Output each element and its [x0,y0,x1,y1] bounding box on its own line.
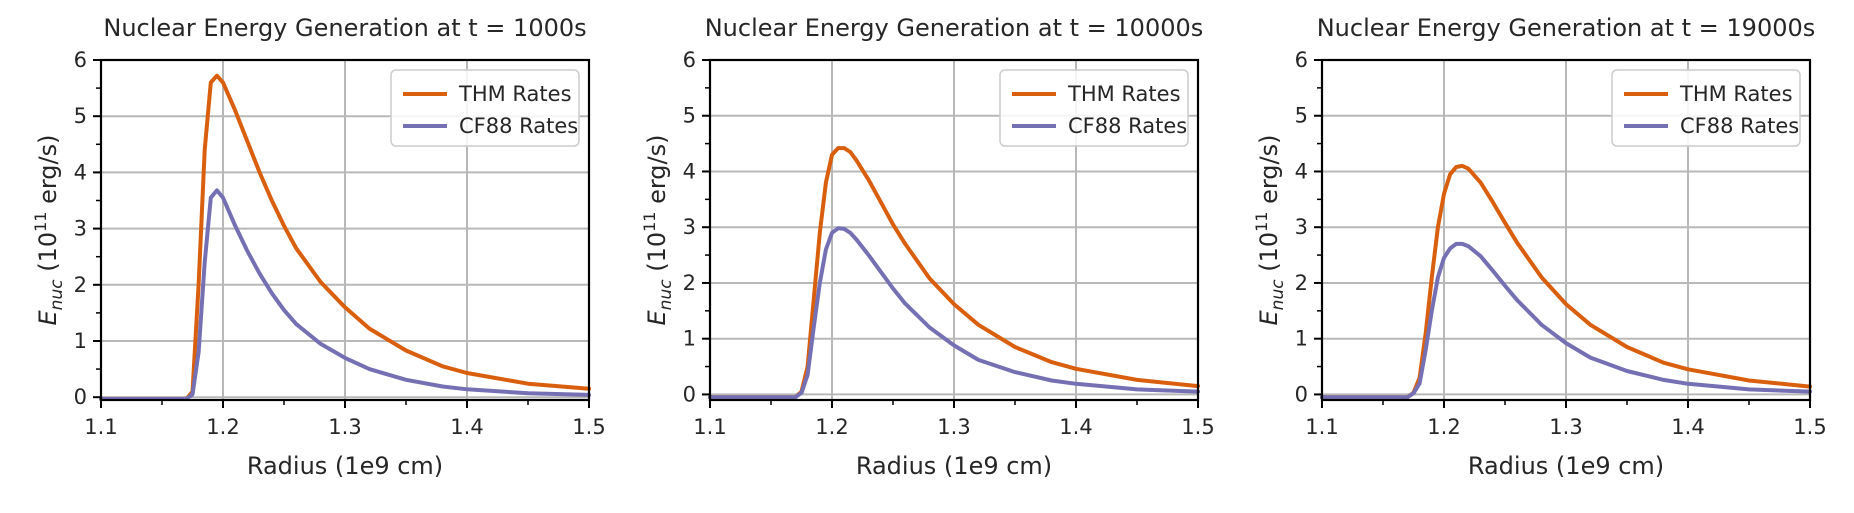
y-tick-label: 1 [683,327,696,351]
chart-panel-3: 1.1 1.2 1.3 1.4 1.5 0 1 2 3 4 5 6 Nuclear Energy Gen… [1252,14,1827,480]
x-tick-label: 1.2 [815,415,848,439]
legend-label-cf88: CF88 Rates [1068,114,1187,138]
y-tick-label: 3 [74,217,87,241]
series-line-thm [708,146,1200,400]
x-tick-label: 1.1 [84,415,117,439]
chart-title: Nuclear Energy Generation at t = 19000s [1317,14,1816,42]
y-tick-label: 2 [683,271,696,295]
y-tick-label: 6 [683,48,696,72]
x-tick-label: 1.3 [937,415,970,439]
legend: THM Rates CF88 Rates [390,69,580,147]
chart-title: Nuclear Energy Generation at t = 10000s [705,14,1204,42]
chart-panel-2: 1.1 1.2 1.3 1.4 1.5 0 1 2 3 4 5 6 Nuclear Energy Gen… [640,14,1215,480]
y-tick-label: 2 [74,273,87,297]
x-tick-label: 1.4 [1671,415,1704,439]
x-tick-label: 1.5 [1181,415,1214,439]
series-line-thm [99,73,591,401]
x-axis-label: Radius (1e9 cm) [856,452,1052,480]
series-line-thm [1320,163,1812,400]
x-axis-label: Radius (1e9 cm) [1468,452,1664,480]
y-tick-label: 0 [683,382,696,406]
y-tick-label: 1 [1295,327,1308,351]
x-tick-label: 1.2 [1427,415,1460,439]
legend-label-thm: THM Rates [458,82,572,106]
x-tick-label: 1.5 [572,415,605,439]
legend: THM Rates CF88 Rates [999,69,1189,147]
y-tick-label: 6 [1295,48,1308,72]
x-tick-label: 1.5 [1793,415,1826,439]
x-tick-label: 1.3 [1549,415,1582,439]
y-tick-label: 4 [1295,159,1308,183]
x-tick-label: 1.4 [450,415,483,439]
x-tick-label: 1.4 [1059,415,1092,439]
x-tick-label: 1.1 [693,415,726,439]
y-tick-label: 3 [683,215,696,239]
legend-label-cf88: CF88 Rates [1680,114,1799,138]
chart-panel-1: 1.1 1.2 1.3 1.4 1.5 0 1 2 3 4 5 6 Nuclear Energy Gen… [31,14,606,480]
y-tick-label: 6 [74,48,87,72]
y-tick-label: 4 [683,159,696,183]
x-tick-label: 1.1 [1305,415,1338,439]
y-tick-label: 0 [74,385,87,409]
series-line-cf88 [99,188,591,401]
y-tick-label: 0 [1295,382,1308,406]
legend-label-thm: THM Rates [1067,82,1181,106]
y-tick-label: 2 [1295,271,1308,295]
x-tick-label: 1.3 [328,415,361,439]
y-axis-label: Enuc (1011 erg/s) [31,135,67,326]
y-tick-label: 5 [1295,104,1308,128]
legend-label-cf88: CF88 Rates [459,114,578,138]
y-axis-label: Enuc (1011 erg/s) [640,135,676,326]
y-tick-label: 5 [74,104,87,128]
series-line-cf88 [708,226,1200,400]
x-axis-label: Radius (1e9 cm) [247,452,443,480]
y-axis-label: Enuc (1011 erg/s) [1252,135,1288,326]
y-tick-label: 1 [74,329,87,353]
chart-title: Nuclear Energy Generation at t = 1000s [103,14,586,42]
legend-label-thm: THM Rates [1679,82,1793,106]
y-tick-label: 3 [1295,215,1308,239]
y-tick-label: 4 [74,160,87,184]
x-tick-label: 1.2 [206,415,239,439]
series-line-cf88 [1320,241,1812,400]
y-tick-label: 5 [683,104,696,128]
legend: THM Rates CF88 Rates [1611,69,1801,147]
